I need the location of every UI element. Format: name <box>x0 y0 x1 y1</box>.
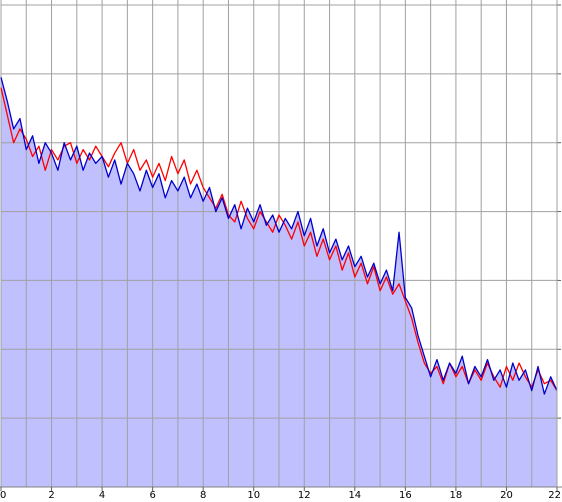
x-tick-label: 12 <box>298 490 311 501</box>
x-tick-label: 20 <box>500 490 513 501</box>
x-tick-label: 0 <box>0 490 6 501</box>
x-tick-label: 22 <box>548 490 561 501</box>
x-tick-label: 6 <box>149 490 155 501</box>
x-tick-label: 18 <box>450 490 463 501</box>
series-line <box>0 77 558 395</box>
x-tick-label: 16 <box>399 490 412 501</box>
x-tick-label: 10 <box>247 490 260 501</box>
x-tick-label: 4 <box>99 490 105 501</box>
x-tick-label: 2 <box>48 490 54 501</box>
x-tick-label: 14 <box>348 490 361 501</box>
series-line <box>0 87 558 391</box>
x-tick-label: 8 <box>200 490 206 501</box>
